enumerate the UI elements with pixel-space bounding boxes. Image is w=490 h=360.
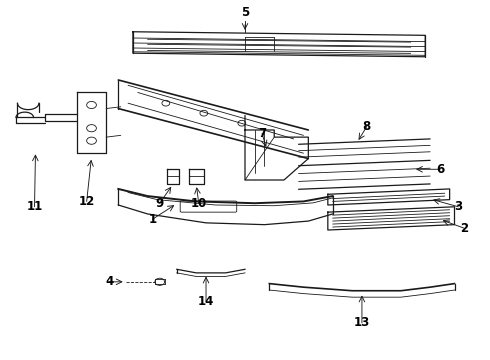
Text: 13: 13 (354, 316, 370, 329)
Text: 7: 7 (258, 127, 266, 140)
Text: 5: 5 (241, 6, 249, 19)
Text: 11: 11 (26, 200, 43, 213)
Text: 1: 1 (148, 213, 156, 226)
Text: 2: 2 (460, 222, 468, 235)
Text: 3: 3 (454, 200, 463, 213)
Text: 12: 12 (78, 195, 95, 208)
Text: 10: 10 (191, 197, 207, 210)
Text: 6: 6 (436, 163, 444, 176)
Text: 4: 4 (105, 275, 114, 288)
Text: 8: 8 (363, 120, 371, 133)
Text: 14: 14 (198, 295, 214, 308)
Text: 9: 9 (156, 197, 164, 210)
